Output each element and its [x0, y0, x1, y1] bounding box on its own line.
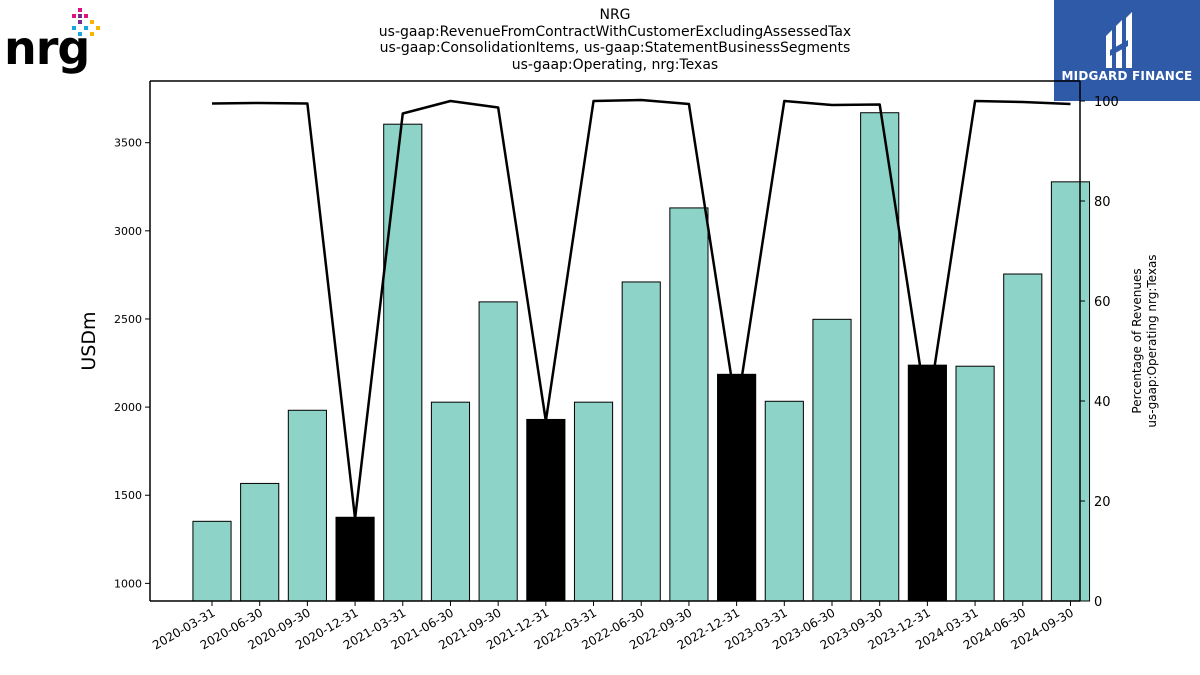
y2-tick-label: 0 — [1094, 595, 1102, 610]
brand-mark-icon — [1106, 12, 1132, 68]
bar — [240, 482, 280, 602]
bar — [287, 409, 327, 602]
brand-logo: MIDGARD FINANCE — [1054, 0, 1200, 101]
bar — [669, 207, 709, 602]
chart-subtitle-line: us-gaap:Operating, nrg:Texas — [511, 57, 719, 73]
bar — [955, 365, 995, 602]
bar — [526, 418, 566, 602]
bar — [764, 400, 804, 602]
chart-title-line: NRG — [599, 7, 631, 23]
bar — [1003, 273, 1043, 602]
bar — [621, 281, 661, 602]
bar — [573, 401, 614, 602]
y-tick-label: 2500 — [114, 313, 142, 326]
logo-mark-icon — [72, 8, 100, 36]
y-tick-label: 1000 — [114, 577, 142, 590]
bar — [430, 401, 471, 602]
bar-series — [192, 112, 1091, 602]
line-series-path — [211, 98, 1071, 520]
company-logo: nrg — [4, 8, 114, 78]
y2-tick-label: 40 — [1094, 395, 1111, 410]
bar — [1050, 181, 1091, 602]
y2-tick-label: 80 — [1094, 195, 1111, 210]
y-tick-label: 1500 — [114, 489, 142, 502]
y-axis-label: USDm — [78, 311, 100, 370]
line-series — [211, 98, 1071, 520]
y2-tick-label: 100 — [1094, 95, 1119, 110]
brand-name: MIDGARD FINANCE — [1061, 69, 1193, 83]
bar — [383, 123, 423, 602]
y-tick-label: 3000 — [114, 225, 142, 238]
bar — [192, 520, 232, 602]
y-tick-label: 3500 — [114, 137, 142, 150]
bar — [812, 318, 852, 602]
chart-subtitle-line: us-gaap:RevenueFromContractWithCustomerE… — [378, 24, 852, 40]
bar — [335, 516, 375, 602]
bar — [478, 301, 518, 602]
chart-subtitle-line: us-gaap:ConsolidationItems, us-gaap:Stat… — [379, 40, 851, 56]
y2-tick-label: 20 — [1094, 495, 1111, 510]
bar — [907, 364, 947, 602]
y-tick-label: 2000 — [114, 401, 142, 414]
y2-axis-label: us-gaap:Operating nrg:Texas — [1145, 254, 1159, 427]
y2-axis-label: Percentage of Revenues — [1130, 268, 1144, 413]
y2-tick-label: 60 — [1094, 295, 1111, 310]
